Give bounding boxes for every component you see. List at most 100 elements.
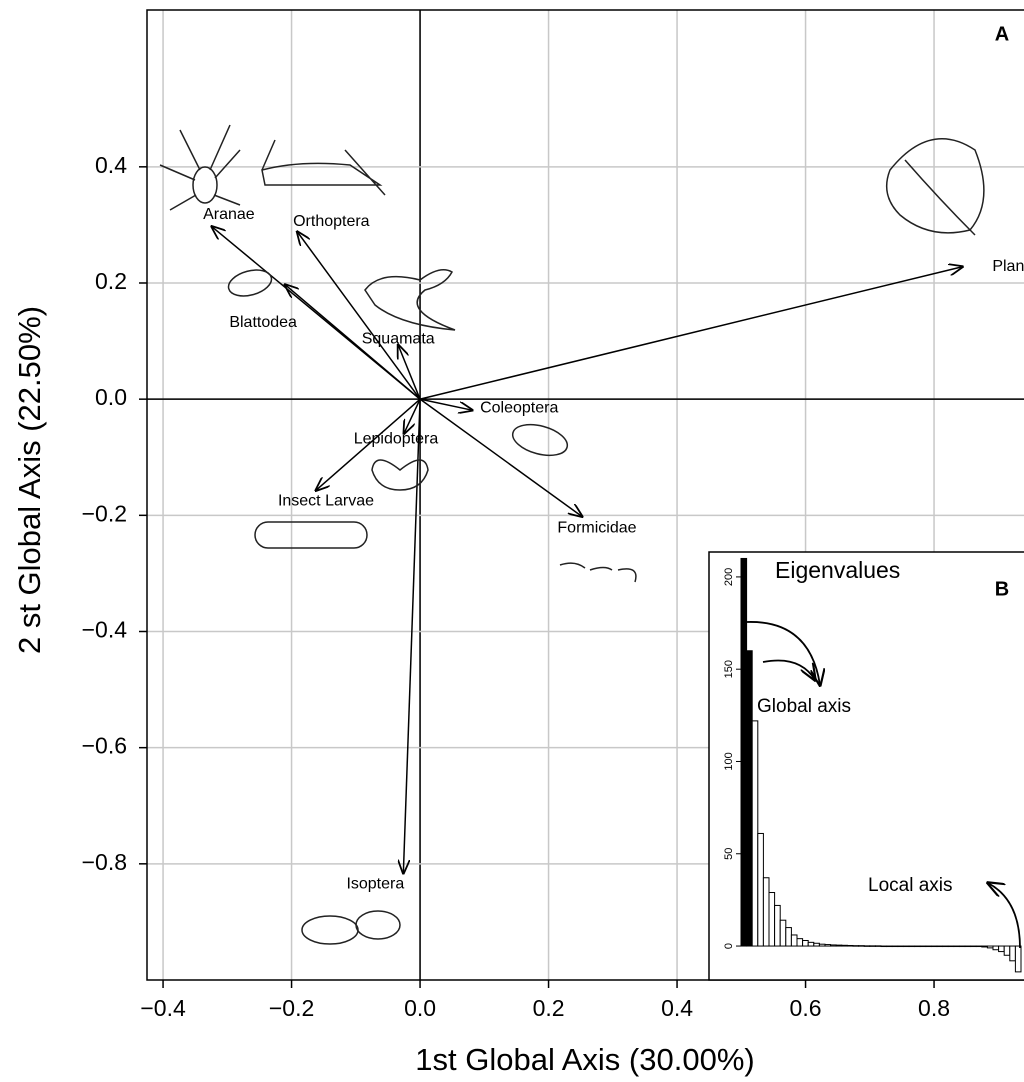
bar bbox=[846, 944, 854, 947]
panel-label: B bbox=[995, 578, 1009, 600]
bar bbox=[835, 944, 843, 947]
x-tick-label: 0.4 bbox=[661, 995, 693, 1021]
loading-arrow bbox=[297, 232, 421, 400]
vector-label: Plant bbox=[992, 258, 1024, 275]
bar bbox=[908, 945, 916, 948]
y-axis-title: 2 st Global Axis (22.50%) bbox=[12, 306, 47, 654]
vector-label: Insect Larvae bbox=[278, 493, 374, 510]
x-tick-label: −0.4 bbox=[140, 995, 186, 1021]
loading-arrow bbox=[419, 267, 962, 400]
bar bbox=[774, 904, 781, 947]
bar bbox=[886, 945, 893, 948]
x-axis-title: 1st Global Axis (30.00%) bbox=[415, 1042, 754, 1077]
loading-arrow bbox=[403, 399, 421, 873]
vector-label: Coleoptera bbox=[480, 399, 558, 416]
y-tick-label: −0.4 bbox=[82, 617, 128, 643]
bar bbox=[874, 945, 882, 947]
bar bbox=[740, 557, 748, 947]
bar bbox=[796, 938, 804, 947]
vector-label: Formicidae bbox=[557, 520, 636, 537]
loading-arrow bbox=[419, 398, 472, 410]
annotation: Local axis bbox=[868, 875, 953, 896]
bar bbox=[975, 945, 983, 948]
vector-label: Aranae bbox=[203, 206, 255, 223]
local-arrow bbox=[988, 883, 1021, 949]
y-tick-label: 0.0 bbox=[95, 384, 127, 410]
vector-label: Squamata bbox=[362, 330, 435, 347]
bar bbox=[947, 945, 955, 948]
bar bbox=[981, 945, 988, 948]
bar bbox=[779, 919, 787, 947]
bar bbox=[762, 877, 770, 947]
bar bbox=[858, 945, 865, 947]
loading-arrow bbox=[419, 398, 582, 516]
y-tick-label: −0.8 bbox=[82, 849, 127, 875]
bar bbox=[992, 945, 1000, 951]
y-tick-label: −0.2 bbox=[82, 500, 127, 526]
grasshopper-icon bbox=[261, 139, 386, 196]
y-tick-label: 0 bbox=[723, 943, 735, 949]
inset-panel: 0 50 100 150 200 Eigenvalues B Global axis Local… bbox=[708, 551, 1024, 981]
bar bbox=[1003, 945, 1011, 956]
global-arrow bbox=[762, 659, 815, 680]
y-tick-label: 0.4 bbox=[95, 152, 127, 178]
lizard-icon bbox=[364, 269, 456, 331]
bar bbox=[751, 720, 759, 947]
bar bbox=[953, 945, 960, 948]
bar bbox=[807, 941, 815, 947]
vector-label: Blattodea bbox=[229, 314, 297, 331]
icons bbox=[159, 124, 985, 945]
bar bbox=[802, 940, 809, 947]
bar bbox=[880, 945, 888, 948]
bar bbox=[897, 945, 904, 948]
plot-frame bbox=[146, 9, 1024, 981]
loading-arrow bbox=[285, 285, 421, 400]
bar bbox=[914, 945, 921, 948]
bar bbox=[757, 832, 764, 947]
bar bbox=[841, 944, 848, 947]
bar bbox=[891, 945, 899, 948]
y-tick-label: −0.6 bbox=[82, 733, 127, 759]
bar bbox=[902, 945, 910, 948]
larva-icon bbox=[254, 521, 368, 549]
beetle-icon bbox=[511, 423, 569, 457]
bar bbox=[768, 892, 776, 947]
butterfly-icon bbox=[371, 459, 429, 491]
x-tick-label: 0.2 bbox=[533, 995, 565, 1021]
loading-arrow bbox=[316, 398, 421, 490]
bar bbox=[790, 934, 798, 947]
y-tick-label: 150 bbox=[723, 660, 735, 678]
termite-body bbox=[301, 915, 359, 945]
ant-icon bbox=[559, 562, 637, 583]
bar bbox=[958, 945, 966, 948]
vector-label: Isoptera bbox=[346, 875, 404, 892]
bar bbox=[785, 927, 792, 947]
vector-label: Orthoptera bbox=[293, 213, 370, 230]
bar bbox=[852, 945, 860, 947]
bar bbox=[925, 945, 932, 948]
loading-arrow bbox=[398, 345, 421, 400]
bar bbox=[1014, 945, 1022, 973]
spider-icon bbox=[192, 166, 218, 204]
inset-title: Eigenvalues bbox=[775, 557, 900, 583]
bar bbox=[964, 945, 972, 948]
x-tick-label: 0.8 bbox=[918, 995, 950, 1021]
termite-head bbox=[355, 910, 401, 940]
y-tick-label: 0.2 bbox=[95, 268, 127, 294]
annotation-arrows bbox=[746, 621, 1021, 949]
bar bbox=[970, 945, 977, 948]
bar bbox=[830, 944, 837, 947]
bar bbox=[986, 945, 994, 949]
leaf-icon bbox=[885, 138, 985, 236]
y-tick-label: 100 bbox=[723, 752, 735, 770]
bar bbox=[863, 945, 871, 947]
vector-label: Lepidoptera bbox=[354, 431, 439, 448]
cockroach-icon bbox=[227, 269, 273, 297]
x-tick-label: −0.2 bbox=[269, 995, 314, 1021]
bar bbox=[919, 945, 927, 948]
y-tick-label: 50 bbox=[723, 848, 735, 860]
bar bbox=[818, 943, 826, 947]
x-tick-label: 0.6 bbox=[790, 995, 822, 1021]
bar bbox=[746, 650, 753, 947]
